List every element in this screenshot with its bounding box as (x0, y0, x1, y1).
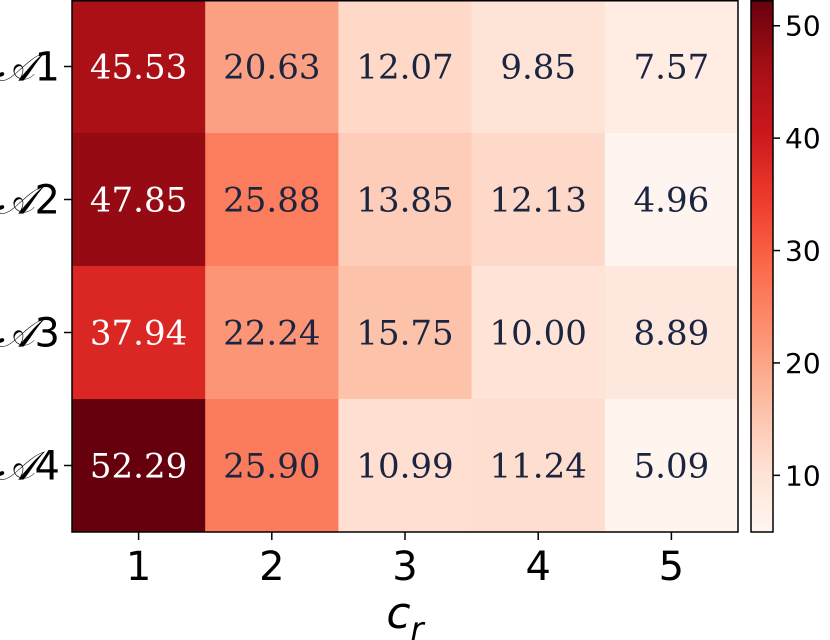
y-axis-ticks: 𝒜1 𝒜2 𝒜3 𝒜4 (0, 45, 72, 490)
cell-value-label: 25.88 (223, 181, 320, 221)
y-tick-label: 𝒜1 (0, 45, 60, 91)
x-tick-label: 4 (525, 544, 550, 590)
heatmap-cell (205, 399, 339, 533)
x-tick-label: 3 (392, 544, 417, 590)
x-tick-label: 5 (659, 544, 684, 590)
colorbar-tick-label: 40 (785, 122, 821, 155)
cell-value-label: 45.53 (90, 48, 187, 88)
cell-value-label: 5.09 (634, 447, 710, 487)
x-tick-label: 2 (259, 544, 284, 590)
heatmap-cell (205, 133, 339, 267)
heatmap-cell (471, 133, 606, 267)
heatmap-cell (205, 0, 339, 134)
cell-value-label: 47.85 (90, 181, 187, 221)
cell-value-label: 22.24 (223, 314, 320, 354)
cell-value-label: 4.96 (634, 181, 710, 221)
cell-value-label: 11.24 (490, 447, 587, 487)
y-tick-label: 𝒜2 (0, 178, 60, 224)
heatmap-cell (72, 0, 206, 134)
cell-value-label: 13.85 (356, 181, 453, 221)
cell-value-label: 15.75 (356, 314, 453, 354)
heatmap-cell (471, 0, 606, 134)
heatmap-cell (604, 0, 739, 134)
x-axis-label: cr (386, 588, 425, 640)
x-axis-ticks: 1 2 3 4 5 (126, 532, 684, 590)
heatmap-cell-labels: 45.53 20.63 12.07 9.85 7.57 47.85 25.88 13.85 12… (90, 48, 709, 487)
cell-value-label: 20.63 (223, 48, 320, 88)
colorbar (750, 0, 774, 533)
heatmap-cell (72, 399, 206, 533)
heatmap-cell (604, 266, 739, 400)
cell-value-label: 9.85 (500, 48, 576, 88)
y-tick-label: 𝒜3 (0, 311, 60, 357)
heatmap-cell (72, 133, 206, 267)
heatmap-cell (604, 133, 739, 267)
cell-value-label: 25.90 (223, 447, 320, 487)
heatmap-cell (338, 399, 473, 533)
cell-value-label: 37.94 (90, 314, 187, 354)
heatmap-cell (471, 399, 606, 533)
cell-value-label: 52.29 (90, 447, 187, 487)
heatmap-cell (338, 0, 473, 134)
heatmap-cell (72, 266, 206, 400)
heatmap-cells (72, 0, 739, 533)
cell-value-label: 12.13 (490, 181, 587, 221)
heatmap-cell (338, 266, 473, 400)
colorbar-tick-label: 50 (785, 10, 821, 43)
colorbar-tick-label: 10 (785, 459, 821, 492)
heatmap-cell (338, 133, 473, 267)
cell-value-label: 7.57 (634, 48, 710, 88)
cell-value-label: 10.00 (490, 314, 587, 354)
heatmap-cell (471, 266, 606, 400)
cell-value-label: 8.89 (634, 314, 710, 354)
colorbar-tick-label: 30 (785, 235, 821, 268)
heatmap-cell (205, 266, 339, 400)
colorbar-ticks: 10 20 30 40 50 (773, 10, 821, 492)
colorbar-tick-label: 20 (785, 347, 821, 380)
x-tick-label: 1 (126, 544, 151, 590)
cell-value-label: 10.99 (356, 447, 453, 487)
cell-value-label: 12.07 (356, 48, 453, 88)
y-tick-label: 𝒜4 (0, 444, 60, 490)
heatmap-cell (604, 399, 739, 533)
